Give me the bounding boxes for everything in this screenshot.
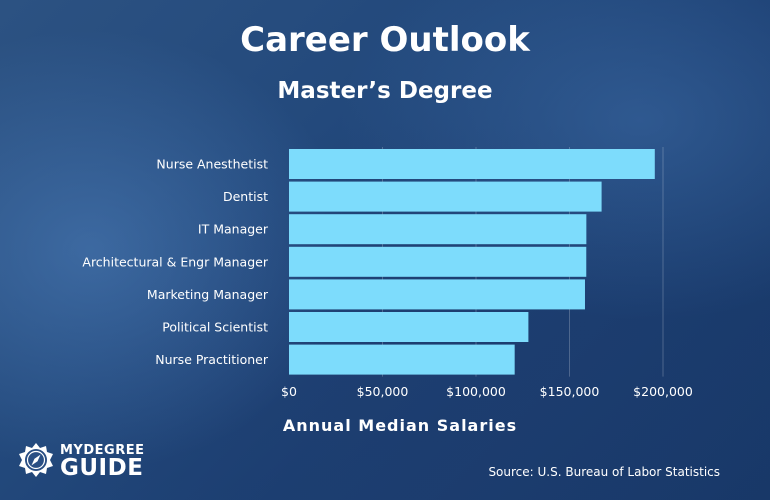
x-tick-label: $0 [281, 384, 297, 399]
category-label: IT Manager [198, 222, 269, 237]
bar [289, 214, 587, 245]
x-tick-label: $50,000 [357, 384, 409, 399]
bar [289, 149, 655, 179]
source-note: Source: U.S. Bureau of Labor Statistics [488, 465, 720, 479]
x-tick-label: $200,000 [633, 384, 693, 399]
category-label: Political Scientist [162, 320, 268, 335]
bar [289, 312, 529, 342]
category-label: Nurse Practitioner [155, 352, 269, 367]
bar [289, 181, 602, 212]
x-tick-label: $150,000 [540, 384, 600, 399]
bar [289, 246, 587, 277]
category-label: Nurse Anesthetist [156, 157, 268, 172]
category-label: Dentist [223, 189, 268, 204]
bar [289, 344, 515, 375]
category-label: Marketing Manager [147, 287, 269, 302]
x-tick-label: $100,000 [446, 384, 506, 399]
x-axis-label: Annual Median Salaries [282, 416, 518, 435]
mydegree-guide-logo: MYDEGREE GUIDE [18, 440, 158, 482]
logo-wordmark-top: MYDEGREE [60, 443, 145, 458]
chart-title: Career Outlook [240, 20, 530, 60]
category-label: Architectural & Engr Manager [82, 254, 268, 269]
chart-subtitle: Master’s Degree [277, 78, 493, 104]
bar [289, 279, 585, 310]
logo-wordmark-bottom: GUIDE [60, 455, 144, 481]
compass-badge-icon [19, 443, 53, 477]
